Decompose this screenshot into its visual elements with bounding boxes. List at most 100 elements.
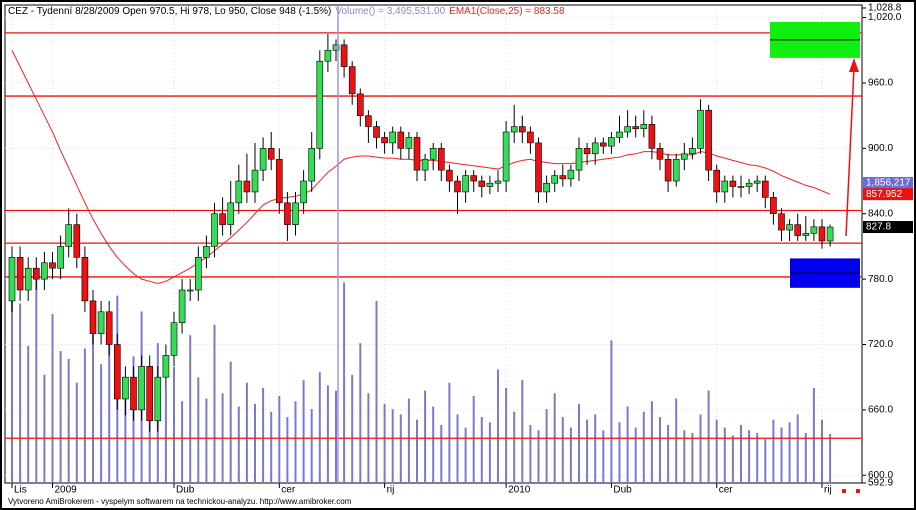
candle-body — [324, 49, 332, 62]
x-tick-label: cer — [281, 485, 296, 496]
candle-body — [32, 267, 40, 280]
y-tick-label: 960.0 — [868, 78, 893, 89]
candle-body — [470, 175, 478, 182]
volume-bar — [108, 329, 111, 483]
candle-body — [413, 137, 421, 171]
candle-body — [348, 66, 356, 95]
candle-body — [284, 202, 291, 225]
arrow-line — [845, 67, 855, 237]
volume-bar — [812, 388, 815, 483]
candle-body — [57, 246, 64, 269]
volume-bar — [27, 345, 30, 483]
candle-body — [437, 148, 445, 171]
candle-body — [211, 213, 218, 247]
volume-bar — [448, 382, 451, 483]
volume-bar — [804, 432, 807, 483]
volume-bar — [594, 414, 597, 483]
candle-body — [203, 246, 210, 258]
candle-body — [292, 202, 299, 225]
volume-bar — [262, 388, 265, 483]
volume-bar — [19, 303, 22, 483]
volume-bar — [586, 419, 589, 483]
volume-bar — [456, 414, 459, 483]
volume-bar — [83, 348, 86, 483]
candle-body — [267, 148, 275, 160]
ema-title: EMA1(Close,25) = 883.58 — [449, 6, 565, 17]
volume-bar — [310, 409, 313, 483]
volume-bar — [270, 411, 273, 483]
candle-body — [421, 158, 429, 171]
candle-body — [737, 186, 745, 188]
candle-body — [89, 300, 97, 334]
volume-bar — [756, 432, 759, 483]
candle-body — [178, 289, 186, 324]
volume-bar — [351, 374, 354, 483]
volume-bar — [707, 390, 710, 483]
candle-body — [778, 213, 785, 231]
volume-bar — [416, 419, 418, 483]
candle-body — [810, 226, 818, 234]
y-tick-label: 780.0 — [868, 274, 893, 285]
candle-body — [478, 180, 486, 187]
volume-bar — [278, 395, 281, 483]
volume-bar — [237, 406, 240, 483]
candle-body — [664, 158, 672, 182]
y-tick-label: 1,020.0 — [868, 12, 902, 23]
candle-body — [365, 115, 372, 127]
volume-bar — [75, 382, 78, 483]
candle-body — [429, 148, 437, 160]
x-tick-label: 2009 — [55, 485, 78, 496]
candle-body — [186, 289, 194, 292]
candle-body — [608, 137, 615, 147]
candle-body — [49, 262, 56, 269]
candle-body — [721, 180, 729, 193]
volume-bar — [424, 390, 427, 483]
candle-body — [219, 213, 226, 225]
volume-bar — [545, 409, 548, 483]
volume-bar — [748, 430, 751, 483]
volume-bar — [92, 319, 94, 483]
candle-body — [527, 131, 534, 144]
volume-bar — [740, 424, 742, 483]
volume-bar — [391, 409, 394, 483]
plot-layer — [5, 8, 862, 483]
x-tick-label: 2010 — [508, 485, 531, 496]
volume-bar — [626, 406, 629, 483]
candle-body — [510, 126, 518, 133]
volume-bar — [691, 432, 694, 483]
candle-body — [786, 224, 793, 231]
candle-body — [81, 257, 89, 302]
volume-bar — [472, 395, 475, 483]
candle-body — [162, 355, 170, 378]
candle-body — [648, 124, 656, 149]
volume-bar — [302, 380, 305, 483]
candle-body — [567, 169, 575, 180]
candle-body — [332, 44, 340, 51]
volume-bar — [610, 340, 613, 483]
volume-bar — [488, 422, 491, 483]
candle-body — [729, 180, 737, 187]
volume-bar — [675, 398, 678, 483]
candle-body — [640, 124, 648, 130]
volume-bar — [480, 417, 483, 483]
title: CEZ - Tydenní 8/28/2009 Open 970.5, Hi 9… — [8, 6, 331, 17]
volume-bar — [164, 388, 167, 483]
candle-body — [146, 365, 153, 422]
candle-body — [405, 137, 413, 149]
candle-body — [73, 224, 81, 258]
candle-body — [753, 180, 761, 184]
volume-bar — [821, 419, 823, 483]
candle-body — [689, 148, 696, 155]
candle-body — [672, 158, 680, 182]
volume-title: Volume() = 3,495,531.00 — [335, 6, 445, 17]
candle-body — [802, 233, 810, 236]
volume-bar — [67, 358, 70, 483]
volume-bar — [213, 324, 216, 483]
volume-bar — [35, 274, 38, 483]
volume-bar — [602, 430, 605, 483]
candle-body — [114, 344, 121, 400]
candle-body — [235, 180, 243, 204]
volume-bar — [100, 364, 103, 483]
volume-bar — [11, 285, 13, 483]
